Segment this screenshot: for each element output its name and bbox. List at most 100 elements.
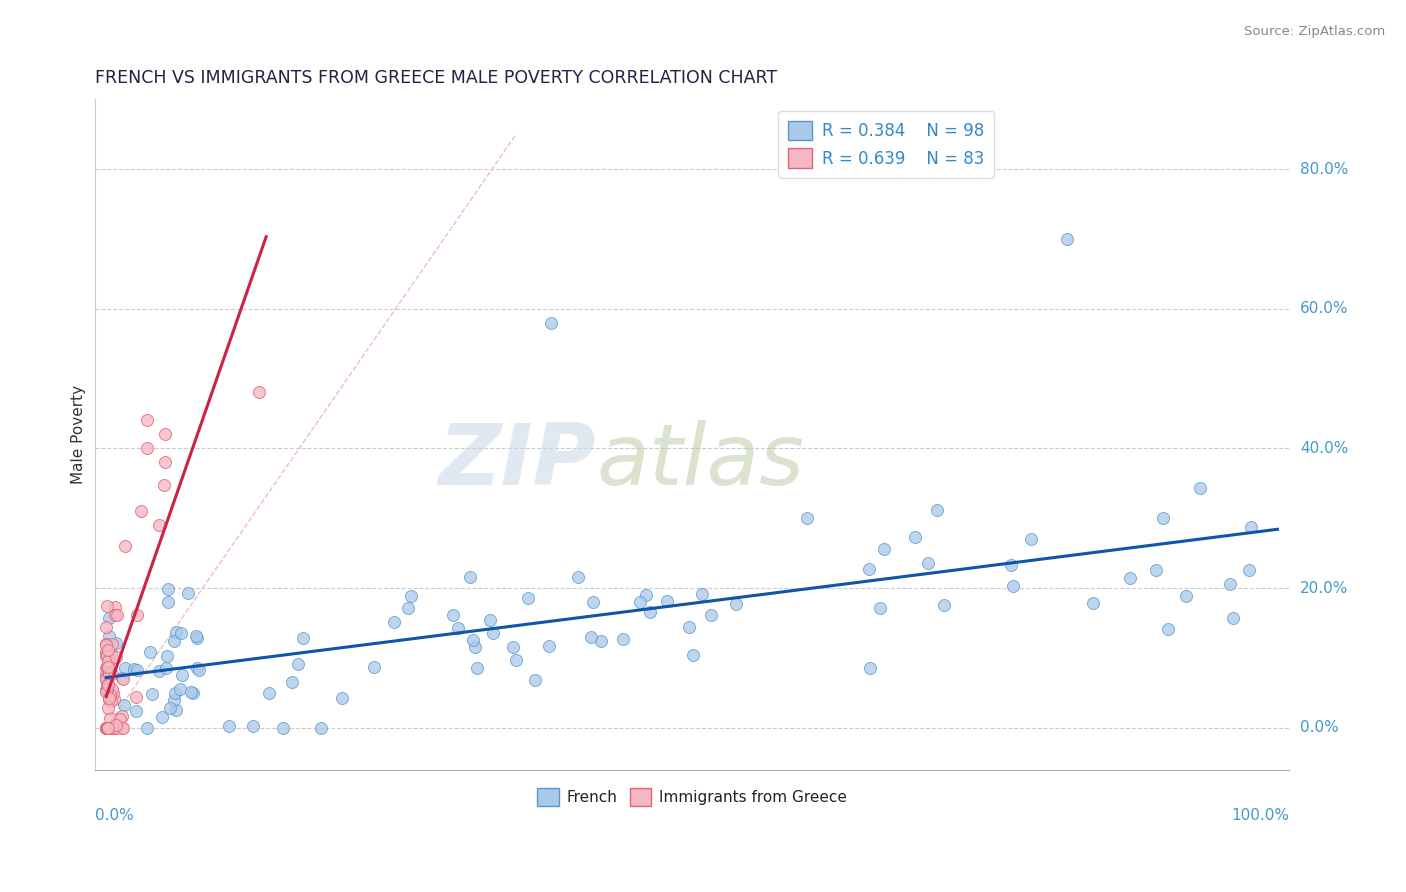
Text: atlas: atlas	[596, 420, 804, 503]
Point	[136, 442, 159, 456]
Point	[98, 721, 121, 735]
Point	[700, 607, 723, 622]
Point	[1219, 577, 1241, 591]
Text: 0.0%: 0.0%	[1301, 720, 1339, 735]
Point	[96, 674, 118, 689]
Point	[537, 640, 560, 654]
Point	[1000, 558, 1022, 573]
Point	[155, 661, 177, 675]
Point	[96, 619, 118, 633]
Point	[100, 647, 122, 661]
Point	[96, 721, 118, 735]
Point	[1222, 611, 1244, 625]
Point	[172, 668, 194, 682]
Point	[97, 660, 120, 674]
Point	[156, 648, 179, 663]
Point	[96, 661, 118, 675]
Y-axis label: Male Poverty: Male Poverty	[72, 384, 86, 484]
Point	[97, 690, 120, 705]
Point	[156, 582, 179, 596]
Point	[96, 682, 118, 697]
Point	[97, 721, 120, 735]
Point	[96, 670, 118, 684]
Point	[281, 675, 304, 690]
Point	[96, 721, 118, 735]
Point	[98, 688, 121, 702]
Text: FRENCH VS IMMIGRANTS FROM GREECE MALE POVERTY CORRELATION CHART: FRENCH VS IMMIGRANTS FROM GREECE MALE PO…	[94, 69, 776, 87]
Point	[932, 598, 955, 612]
Point	[186, 630, 208, 644]
Point	[96, 599, 118, 614]
Point	[177, 586, 200, 600]
Point	[105, 636, 128, 650]
Point	[447, 620, 470, 634]
Point	[858, 562, 880, 576]
Point	[904, 530, 927, 544]
Point	[114, 540, 136, 554]
Point	[1188, 481, 1211, 495]
Point	[97, 630, 120, 644]
Point	[96, 683, 118, 698]
Point	[1002, 579, 1025, 593]
Point	[690, 586, 713, 600]
Point	[101, 686, 124, 700]
Point	[141, 687, 163, 701]
Point	[96, 721, 118, 735]
Point	[153, 427, 176, 442]
Point	[97, 721, 120, 735]
Point	[612, 632, 634, 647]
Point	[104, 608, 127, 623]
Point	[125, 608, 148, 623]
Point	[98, 711, 121, 725]
Point	[131, 504, 153, 518]
Point	[96, 721, 118, 735]
Point	[100, 721, 122, 735]
Point	[242, 719, 264, 733]
Point	[186, 661, 208, 675]
Point	[872, 541, 894, 556]
Point	[461, 633, 484, 648]
Point	[152, 477, 174, 491]
Point	[96, 721, 118, 735]
Point	[458, 570, 481, 584]
Point	[180, 685, 202, 699]
Point	[724, 597, 747, 611]
Point	[97, 654, 120, 668]
Point	[869, 600, 891, 615]
Point	[125, 690, 148, 705]
Point	[634, 588, 657, 602]
Point	[478, 613, 501, 627]
Point	[589, 634, 612, 648]
Point	[363, 660, 385, 674]
Text: 60.0%: 60.0%	[1301, 301, 1348, 316]
Point	[105, 649, 128, 664]
Point	[678, 620, 700, 634]
Point	[111, 721, 134, 735]
Point	[98, 721, 121, 735]
Text: 0.0%: 0.0%	[94, 808, 134, 823]
Text: ZIP: ZIP	[439, 420, 596, 503]
Text: Source: ZipAtlas.com: Source: ZipAtlas.com	[1244, 25, 1385, 38]
Point	[218, 719, 240, 733]
Point	[112, 672, 135, 686]
Point	[467, 661, 489, 675]
Point	[153, 455, 176, 469]
Point	[481, 626, 503, 640]
Point	[98, 721, 121, 735]
Point	[136, 413, 159, 427]
Point	[96, 721, 118, 735]
Text: 40.0%: 40.0%	[1301, 441, 1348, 456]
Point	[1021, 533, 1043, 547]
Point	[100, 694, 122, 708]
Point	[148, 664, 170, 678]
Point	[97, 611, 120, 625]
Point	[97, 677, 120, 691]
Point	[111, 709, 134, 723]
Point	[96, 685, 118, 699]
Point	[567, 570, 589, 584]
Text: 20.0%: 20.0%	[1301, 581, 1348, 596]
Point	[96, 649, 118, 664]
Point	[114, 661, 136, 675]
Point	[96, 672, 118, 686]
Point	[183, 686, 205, 700]
